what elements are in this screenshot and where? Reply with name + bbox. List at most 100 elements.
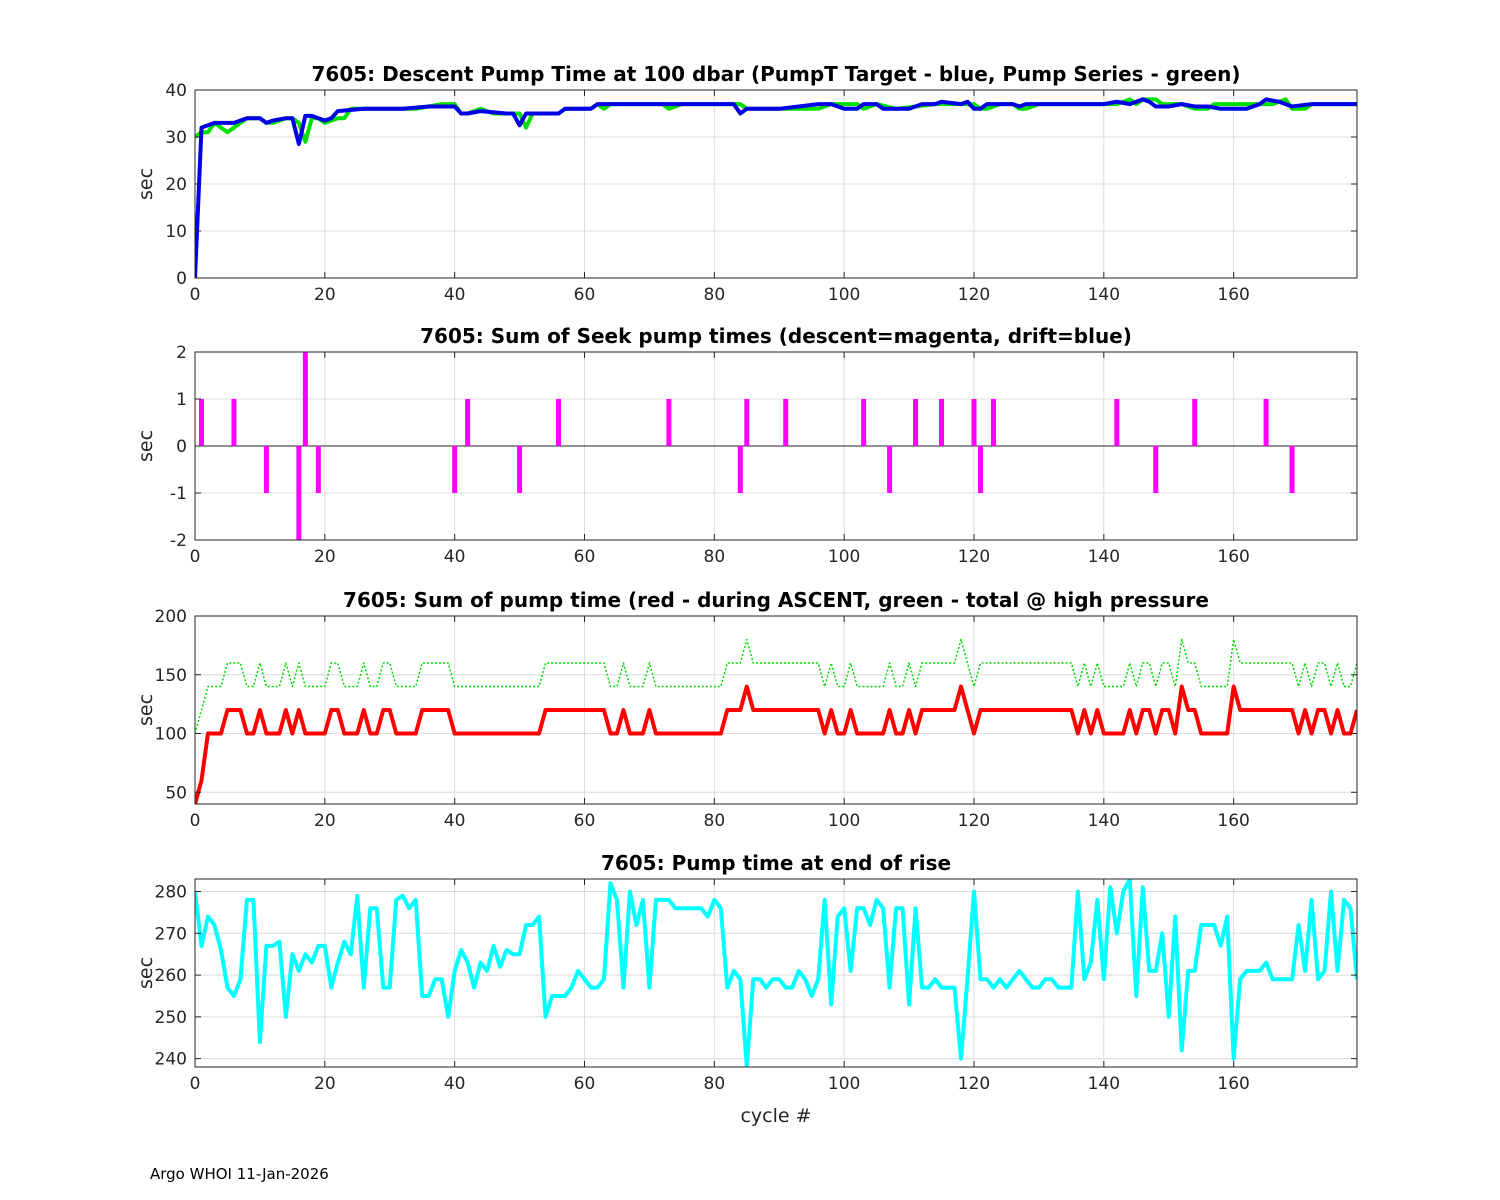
footer-credit: Argo WHOI 11-Jan-2026: [150, 1165, 329, 1183]
x-tick-label: 120: [958, 1074, 990, 1094]
y-tick-label: 240: [155, 1050, 187, 1070]
x-tick-label: 20: [314, 1074, 336, 1094]
axes-frame: [194, 878, 1358, 1068]
x-tick-label: 160: [1217, 1074, 1249, 1094]
x-tick-label: 40: [444, 285, 466, 305]
series-line-during-ascent: [195, 684, 1357, 804]
plot-area: [195, 879, 1357, 1067]
x-tick-label: 0: [190, 285, 201, 305]
x-tick-label: 20: [314, 285, 336, 305]
seek-bar: [1114, 399, 1120, 446]
y-tick-label: 250: [155, 1008, 187, 1028]
series-line-pumpt-target: [195, 97, 1357, 278]
y-tick-label: -1: [170, 484, 187, 504]
x-tick-label: 0: [190, 1074, 201, 1094]
seek-bar: [1153, 446, 1159, 493]
x-tick-label: 60: [574, 285, 596, 305]
seek-bar: [1289, 446, 1295, 493]
seek-bar: [452, 446, 458, 493]
chart-title: 7605: Sum of Seek pump times (descent=ma…: [420, 324, 1132, 348]
seek-bar: [1192, 399, 1198, 446]
x-tick-label: 0: [190, 547, 201, 567]
y-tick-label: 100: [155, 725, 187, 745]
plot-area: [195, 97, 1357, 278]
ascent-pump-time-panel: 0 20 40 60 80 100 120 140 160 50 100 150 200 7605: Su…: [135, 588, 1358, 831]
seek-bar: [302, 352, 308, 446]
x-tick-label: 140: [1088, 811, 1120, 831]
x-tick-label: 80: [704, 285, 726, 305]
y-tick-label: 50: [165, 783, 187, 803]
y-tick-label: 20: [165, 175, 187, 195]
series-line-total-high-pressure: [195, 638, 1357, 734]
y-tick-label: -2: [170, 531, 187, 551]
y-tick-label: 40: [165, 81, 187, 101]
x-tick-label: 80: [704, 811, 726, 831]
y-axis-label: sec: [135, 430, 157, 462]
seek-bar: [887, 446, 893, 493]
seek-bar: [263, 446, 269, 493]
y-axis-label: sec: [135, 694, 157, 726]
x-tick-label: 160: [1217, 285, 1249, 305]
y-tick-label: 30: [165, 128, 187, 148]
x-tick-label: 120: [958, 285, 990, 305]
seek-bar: [231, 399, 237, 446]
seek-bar: [861, 399, 867, 446]
series-line-rise-pump-time: [195, 879, 1357, 1067]
seek-bar: [1263, 399, 1269, 446]
y-axis-label: sec: [135, 957, 157, 989]
x-tick-label: 0: [190, 811, 201, 831]
y-tick-label: 200: [155, 607, 187, 627]
seek-bar: [465, 399, 471, 446]
x-tick-label: 60: [574, 547, 596, 567]
x-tick-label: 140: [1088, 285, 1120, 305]
x-tick-label: 80: [704, 547, 726, 567]
plot-area: [195, 638, 1357, 804]
plot-area: [195, 352, 1357, 540]
y-tick-label: 280: [155, 883, 187, 903]
x-tick-label: 100: [828, 285, 860, 305]
axes-frame: [194, 615, 1358, 805]
x-tick-label: 140: [1088, 1074, 1120, 1094]
x-tick-label: 120: [958, 811, 990, 831]
seek-bar: [744, 399, 750, 446]
seek-bar: [977, 446, 983, 493]
x-tick-label: 60: [574, 811, 596, 831]
x-tick-label: 80: [704, 1074, 726, 1094]
y-tick-label: 270: [155, 924, 187, 944]
seek-bar: [971, 399, 977, 446]
y-tick-label: 1: [176, 390, 187, 410]
x-tick-label: 40: [444, 1074, 466, 1094]
x-tick-label: 100: [828, 547, 860, 567]
seek-bar: [913, 399, 919, 446]
seek-bar: [990, 399, 996, 446]
seek-bar: [296, 446, 302, 540]
x-tick-label: 160: [1217, 547, 1249, 567]
x-tick-label: 100: [828, 811, 860, 831]
x-tick-label: 40: [444, 811, 466, 831]
chart-title: 7605: Descent Pump Time at 100 dbar (Pum…: [312, 62, 1241, 86]
y-tick-label: 0: [176, 437, 187, 457]
x-tick-label: 140: [1088, 547, 1120, 567]
y-axis-label: sec: [135, 168, 157, 200]
descent-pump-time-panel: 0 20 40 60 80 100 120 140 160 0 10 20 30 40 7605: Desc…: [135, 62, 1358, 305]
x-tick-label: 160: [1217, 811, 1249, 831]
seek-bar: [939, 399, 945, 446]
seek-bar: [737, 446, 743, 493]
y-tick-label: 10: [165, 222, 187, 242]
seek-pump-times-panel: 0 20 40 60 80 100 120 140 160 -2 -1 0 1 2 7605: Sum of…: [135, 324, 1358, 567]
seek-bar: [315, 446, 321, 493]
seek-bar: [666, 399, 672, 446]
x-tick-label: 60: [574, 1074, 596, 1094]
x-tick-label: 20: [314, 811, 336, 831]
x-tick-label: 120: [958, 547, 990, 567]
x-tick-label: 20: [314, 547, 336, 567]
y-tick-label: 0: [176, 269, 187, 289]
x-axis-label: cycle #: [740, 1105, 811, 1127]
seek-bar: [556, 399, 562, 446]
seek-bar: [198, 399, 204, 446]
y-tick-label: 2: [176, 343, 187, 363]
y-tick-label: 260: [155, 966, 187, 986]
chart-title: 7605: Pump time at end of rise: [601, 851, 951, 875]
x-tick-label: 100: [828, 1074, 860, 1094]
